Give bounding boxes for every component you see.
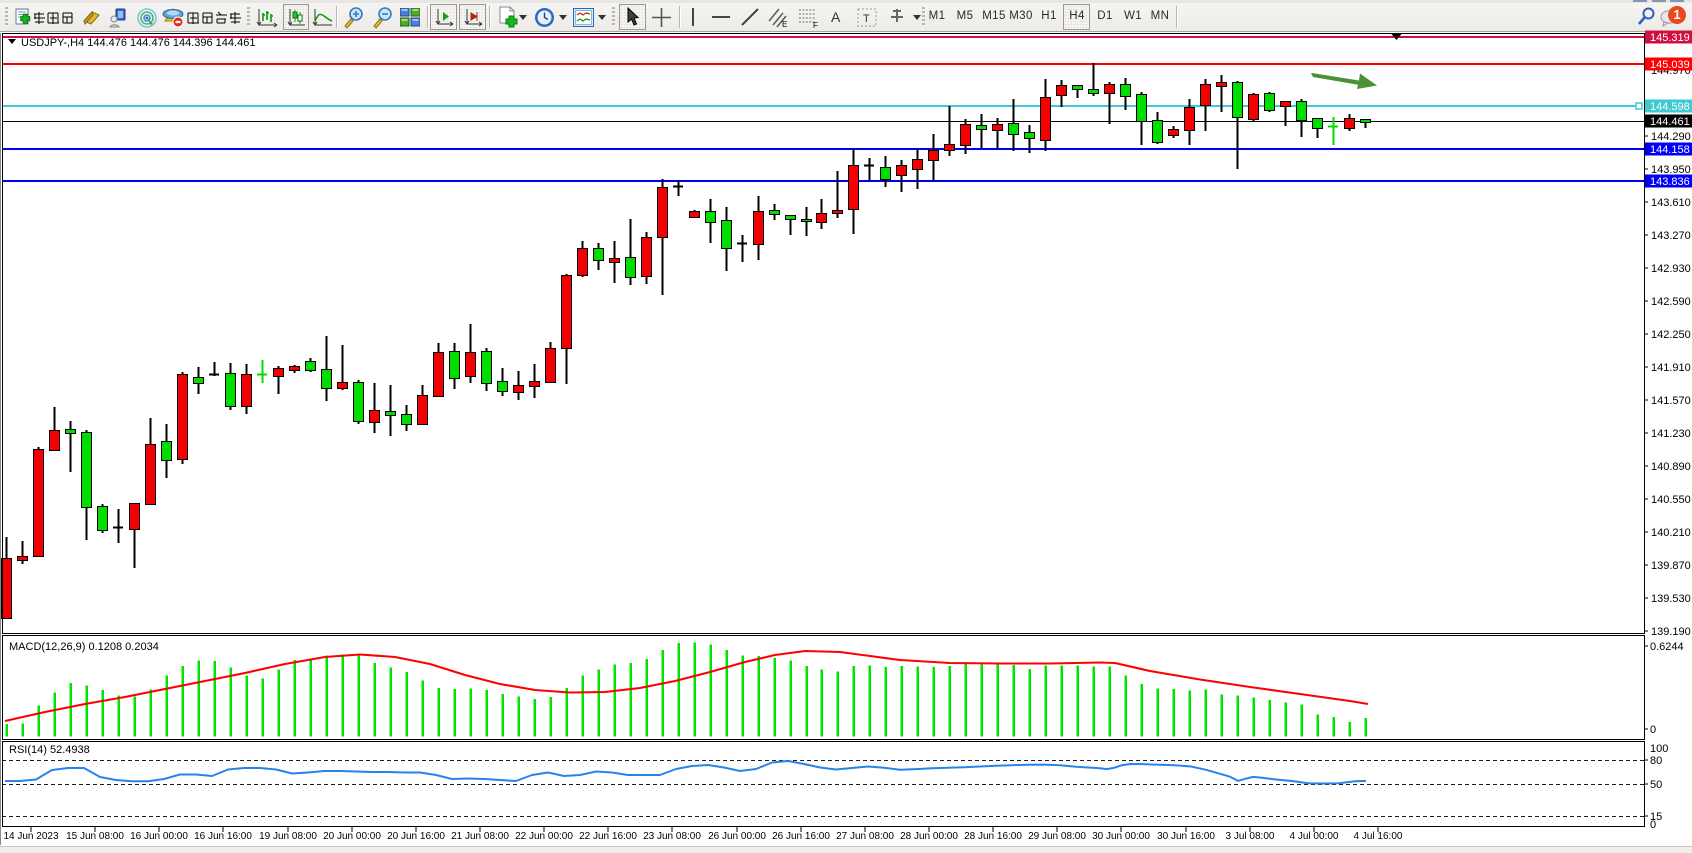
svg-text:RSI(14) 52.4938: RSI(14) 52.4938 (9, 744, 90, 756)
svg-text:28 Jun 00:00: 28 Jun 00:00 (900, 831, 958, 842)
svg-text:80: 80 (1650, 755, 1662, 767)
svg-text:MACD(12,26,9) 0.1208 0.2034: MACD(12,26,9) 0.1208 0.2034 (9, 641, 159, 653)
svg-text:23 Jun 08:00: 23 Jun 08:00 (643, 831, 701, 842)
svg-text:F: F (813, 21, 818, 29)
svg-text:140.890: 140.890 (1651, 461, 1691, 473)
svg-text:15: 15 (1650, 811, 1662, 823)
svg-text:T: T (863, 13, 870, 25)
svg-text:4 Jul 16:00: 4 Jul 16:00 (1354, 831, 1403, 842)
svg-text:27 Jun 08:00: 27 Jun 08:00 (836, 831, 894, 842)
svg-text:143.950: 143.950 (1651, 164, 1691, 176)
svg-text:142.590: 142.590 (1651, 296, 1691, 308)
svg-text:141.910: 141.910 (1651, 362, 1691, 374)
svg-text:E: E (782, 20, 787, 29)
svg-text:140.210: 140.210 (1651, 527, 1691, 539)
svg-text:144.461: 144.461 (1650, 116, 1690, 128)
svg-text:15 Jun 08:00: 15 Jun 08:00 (66, 831, 124, 842)
svg-text:21 Jun 08:00: 21 Jun 08:00 (451, 831, 509, 842)
svg-text:0: 0 (1650, 724, 1656, 736)
svg-text:50: 50 (1650, 779, 1662, 791)
svg-text:26 Jun 00:00: 26 Jun 00:00 (708, 831, 766, 842)
svg-text:142.250: 142.250 (1651, 329, 1691, 341)
svg-text:3 Jul 08:00: 3 Jul 08:00 (1226, 831, 1275, 842)
svg-text:139.530: 139.530 (1651, 593, 1691, 605)
svg-text:22 Jun 16:00: 22 Jun 16:00 (579, 831, 637, 842)
svg-text:16 Jun 16:00: 16 Jun 16:00 (194, 831, 252, 842)
svg-text:16 Jun 00:00: 16 Jun 00:00 (130, 831, 188, 842)
svg-text:140.550: 140.550 (1651, 494, 1691, 506)
svg-text:144.598: 144.598 (1650, 101, 1690, 113)
svg-text:142.930: 142.930 (1651, 263, 1691, 275)
svg-text:143.270: 143.270 (1651, 230, 1691, 242)
svg-text:143.610: 143.610 (1651, 197, 1691, 209)
svg-text:20 Jun 16:00: 20 Jun 16:00 (387, 831, 445, 842)
svg-text:14 Jun 2023: 14 Jun 2023 (3, 831, 58, 842)
svg-text:100: 100 (1650, 743, 1668, 755)
svg-text:144.158: 144.158 (1650, 144, 1690, 156)
svg-text:4 Jul 00:00: 4 Jul 00:00 (1290, 831, 1339, 842)
svg-text:144.290: 144.290 (1651, 131, 1691, 143)
svg-text:139.870: 139.870 (1651, 560, 1691, 572)
svg-text:145.319: 145.319 (1650, 32, 1690, 44)
svg-text:29 Jun 08:00: 29 Jun 08:00 (1028, 831, 1086, 842)
svg-text:30 Jun 00:00: 30 Jun 00:00 (1092, 831, 1150, 842)
svg-text:0: 0 (1650, 819, 1656, 831)
svg-text:143.836: 143.836 (1650, 176, 1690, 188)
svg-text:26 Jun 16:00: 26 Jun 16:00 (772, 831, 830, 842)
svg-text:145.039: 145.039 (1650, 59, 1690, 71)
svg-text:30 Jun 16:00: 30 Jun 16:00 (1157, 831, 1215, 842)
svg-text:19 Jun 08:00: 19 Jun 08:00 (259, 831, 317, 842)
svg-text:20 Jun 00:00: 20 Jun 00:00 (323, 831, 381, 842)
svg-text:139.190: 139.190 (1651, 626, 1691, 638)
svg-text:22 Jun 00:00: 22 Jun 00:00 (515, 831, 573, 842)
svg-text:0.6244: 0.6244 (1650, 641, 1684, 653)
svg-text:28 Jun 16:00: 28 Jun 16:00 (964, 831, 1022, 842)
svg-text:USDJPY-,H4 144.476 144.476 14: USDJPY-,H4 144.476 144.476 144.396 144.4… (21, 37, 255, 49)
svg-text:141.230: 141.230 (1651, 428, 1691, 440)
svg-text:141.570: 141.570 (1651, 395, 1691, 407)
